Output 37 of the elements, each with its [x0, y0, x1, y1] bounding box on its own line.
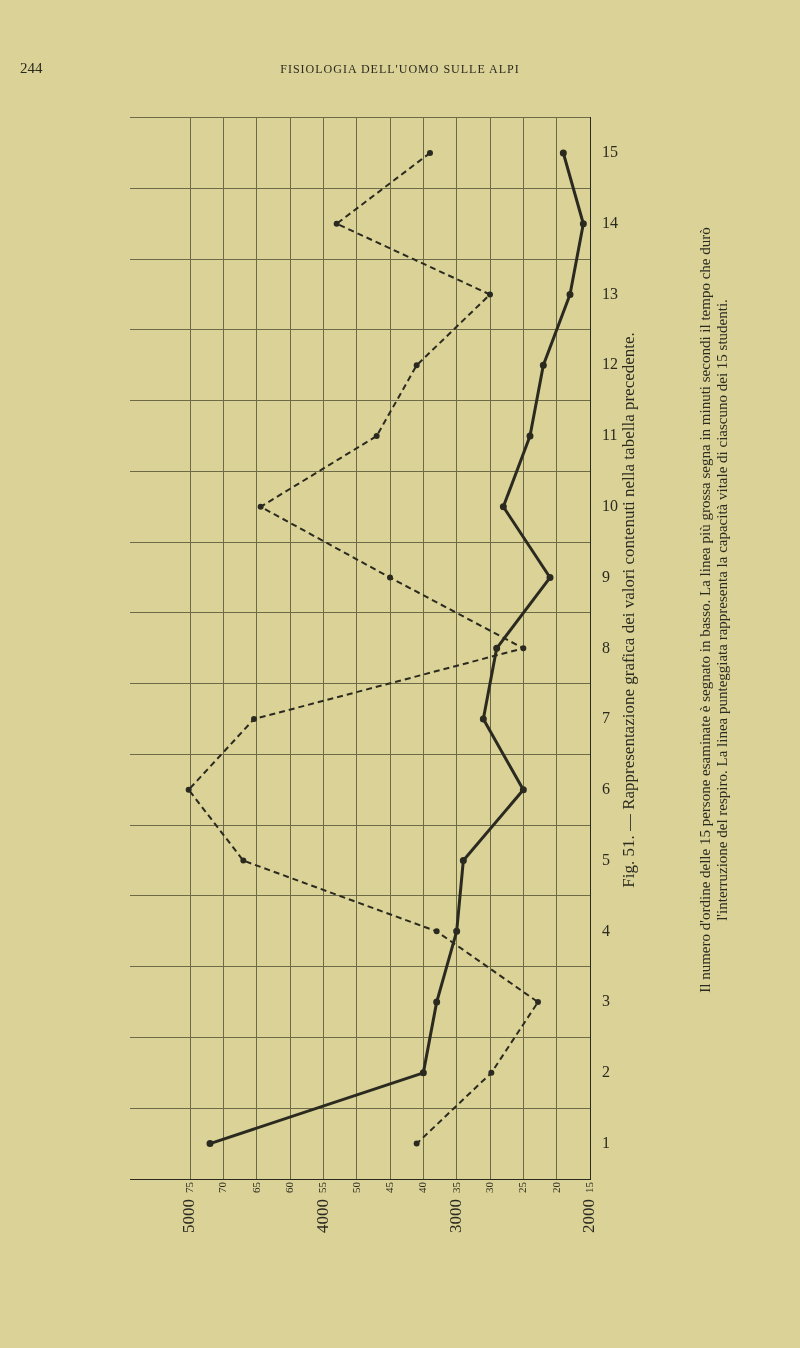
- text: l'interruzione del respiro. La linea punteggiata rappresenta la capacità vitale di ciascuno dei 15 studenti.: [714, 298, 731, 923]
- text: Fig. 51. — Rappresentazione grafica dei valori contenuti nella tabella precedente.: [619, 331, 638, 890]
- y-tick-label: 9: [602, 567, 610, 585]
- y-tick-label: 5: [602, 850, 610, 868]
- y-tick-label: 8: [602, 638, 610, 656]
- y-tick-label: 14: [602, 213, 618, 231]
- x-tick-label: 20: [549, 1181, 562, 1193]
- y-tick-label: 4: [602, 921, 610, 939]
- x-tick-label: 30: [482, 1181, 495, 1193]
- text: FISIOLOGIA DELL'UOMO SULLE ALPI: [280, 62, 520, 76]
- x-tick-label: 55: [316, 1181, 329, 1193]
- y-tick-label: 11: [602, 426, 618, 444]
- text: Il numero d'ordine delle 15 persone esaminate è segnato in basso. La linea più grossa segna in minuti secondi il tempo che durò: [697, 226, 714, 995]
- x-tick-label: 75: [182, 1181, 195, 1193]
- x-tick-label: 60: [282, 1181, 295, 1193]
- x2-tick-label: 2000: [579, 1199, 599, 1233]
- y-tick-label: 13: [602, 284, 618, 302]
- x-tick-label: 15: [582, 1181, 595, 1193]
- x-tick-label: 45: [382, 1181, 395, 1193]
- y-tick-label: 1: [602, 1133, 610, 1151]
- x2-tick-label: 4000: [312, 1199, 332, 1233]
- x-tick-label: 25: [516, 1181, 529, 1193]
- y-tick-label: 12: [602, 355, 618, 373]
- x-tick-label: 35: [449, 1181, 462, 1193]
- x2-tick-label: 5000: [179, 1199, 199, 1233]
- x2-tick-label: 3000: [446, 1199, 466, 1233]
- x-tick-label: 40: [416, 1181, 429, 1193]
- y-tick-label: 2: [602, 1063, 610, 1081]
- y-tick-label: 3: [602, 992, 610, 1010]
- y-tick-label: 7: [602, 709, 610, 727]
- x-tick-label: 65: [249, 1181, 262, 1193]
- y-tick-label: 6: [602, 780, 610, 798]
- y-tick-label: 15: [602, 143, 618, 161]
- x-tick-label: 50: [349, 1181, 362, 1193]
- y-tick-label: 10: [602, 496, 618, 514]
- x-tick-label: 70: [216, 1181, 229, 1193]
- text: 244: [20, 60, 43, 77]
